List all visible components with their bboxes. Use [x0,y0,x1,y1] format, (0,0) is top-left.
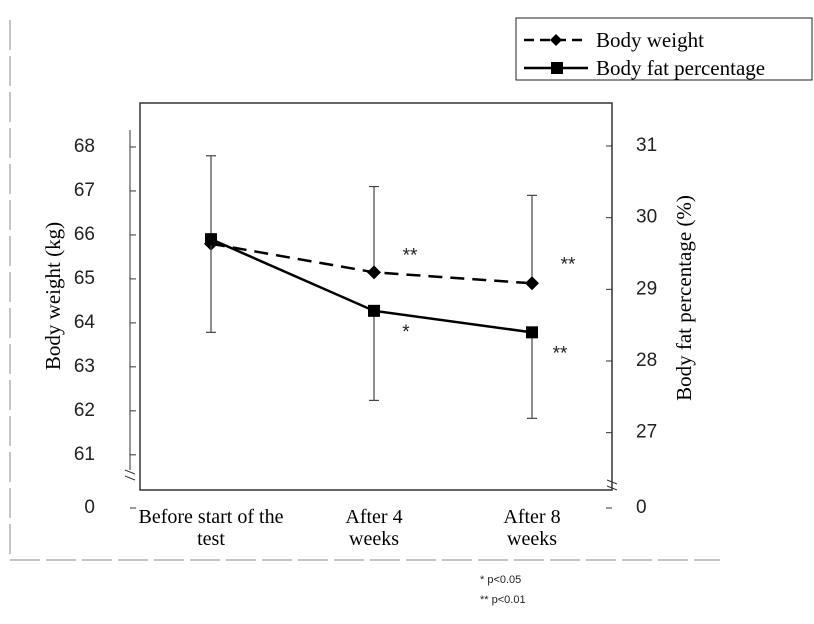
y-axis-title: Body weight (kg) [41,222,65,370]
y2-tick-label: 0 [636,497,647,518]
axis-break [124,469,136,481]
y-tick-label: 68 [74,136,95,157]
y2-tick-label: 27 [636,422,657,443]
x-tick-label: After 8 weeks [503,506,561,550]
significance-label: ** [403,245,418,266]
y-tick-label: 67 [74,180,95,201]
axis-break [606,479,618,491]
y-tick-label: 62 [74,400,95,421]
significance-label: ** [561,254,576,275]
y-tick-label: 64 [74,312,96,333]
y2-tick-label: 31 [636,135,657,156]
marker [525,276,539,291]
legend-label: Body weight [596,28,704,52]
legend-marker [550,34,562,46]
y2-tick-label: 28 [636,350,657,371]
y-tick-label: 61 [74,444,95,465]
legend-box [515,17,813,81]
footnote: * p<0.05 [480,574,521,586]
series-line [210,242,533,285]
y2-tick-label: 29 [636,278,657,299]
y-tick-label: 65 [74,268,95,289]
marker [526,326,538,339]
significance-label: ** [553,343,568,364]
figure-border [9,20,720,561]
footnote: ** p<0.01 [480,594,526,606]
legend-label: Body fat percentage [596,56,765,80]
y2-axis-title: Body fat percentage (%) [672,195,696,401]
significance-label: * [402,322,410,343]
marker [368,304,380,317]
legend-marker [551,62,563,74]
x-tick-label: After 4 weeks [345,506,403,550]
x-tick-label: Before start of the test [138,506,284,550]
y-tick-label: 66 [74,224,95,245]
y-tick-label: 0 [84,497,95,518]
y2-tick-label: 30 [636,207,657,228]
marker [205,233,217,246]
y-tick-label: 63 [74,356,95,377]
marker [367,265,381,280]
